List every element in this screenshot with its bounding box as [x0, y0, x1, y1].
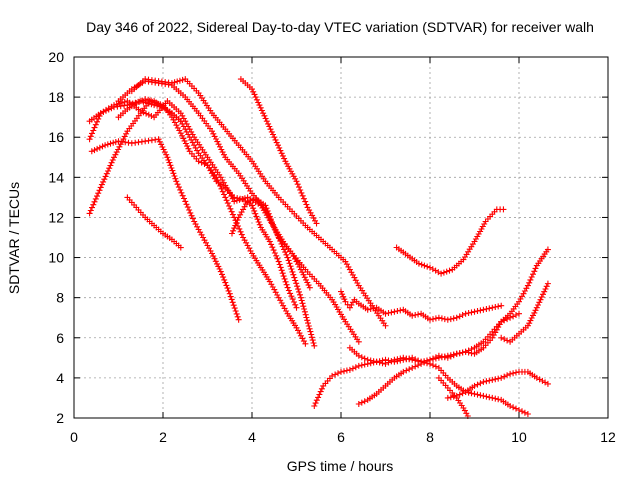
series-12-markers	[393, 206, 507, 277]
series-6-markers	[124, 194, 184, 251]
y-tick-label: 2	[56, 410, 64, 426]
series-9	[237, 76, 320, 227]
series-17	[498, 280, 551, 345]
series-15-markers	[346, 344, 531, 417]
x-tick-label: 6	[337, 429, 345, 445]
series-10-markers	[229, 196, 313, 291]
axis-ticks	[73, 56, 609, 419]
series-6	[124, 194, 184, 251]
y-tick-label: 12	[48, 209, 64, 225]
series-16-markers	[444, 368, 551, 401]
x-tick-label: 2	[159, 429, 167, 445]
data-marks	[86, 76, 551, 419]
series-7-markers	[115, 78, 362, 345]
y-tick-label: 4	[56, 370, 64, 386]
y-tick-labels: 2 4 6 8 10 12 14 16 18 20	[48, 49, 64, 426]
y-tick-label: 6	[56, 330, 64, 346]
y-tick-label: 20	[48, 49, 64, 65]
series-14	[355, 246, 551, 407]
series-11	[338, 288, 505, 323]
series-18-markers	[435, 374, 471, 419]
series-13-markers	[311, 310, 522, 409]
x-tick-label: 0	[70, 429, 78, 445]
y-tick-label: 18	[48, 89, 64, 105]
y-tick-label: 14	[48, 169, 64, 185]
series-2	[86, 98, 318, 349]
y-tick-label: 10	[48, 250, 64, 266]
series-11-markers	[338, 288, 505, 323]
x-tick-label: 4	[248, 429, 256, 445]
series-4	[86, 98, 309, 347]
series-2-markers	[86, 98, 318, 349]
series-9-markers	[237, 76, 320, 227]
series-17-markers	[498, 280, 551, 345]
series-13	[311, 310, 522, 409]
series-5-markers	[115, 96, 184, 125]
x-tick-label: 8	[426, 429, 434, 445]
series-8-markers	[128, 76, 389, 329]
series-8	[128, 76, 389, 329]
series-7	[115, 78, 362, 345]
x-tick-labels: 0 2 4 6 8 10 12	[70, 429, 616, 445]
x-axis-label: GPS time / hours	[287, 458, 394, 474]
grid-lines	[74, 57, 608, 418]
series-15	[346, 344, 531, 417]
y-axis-label: SDTVAR / TECUs	[6, 182, 22, 294]
y-tick-label: 8	[56, 290, 64, 306]
series-3-markers	[88, 136, 242, 323]
y-tick-label: 16	[48, 129, 64, 145]
series-4-markers	[86, 98, 309, 347]
series-5	[115, 96, 184, 125]
series-16	[444, 368, 551, 401]
series-14-markers	[355, 246, 551, 407]
chart-title: Day 346 of 2022, Sidereal Day-to-day VTE…	[86, 19, 594, 35]
x-tick-label: 12	[600, 429, 616, 445]
x-tick-label: 10	[511, 429, 527, 445]
series-12	[393, 206, 507, 277]
series-10	[229, 196, 313, 291]
series-18	[435, 374, 471, 419]
series-3	[88, 136, 242, 323]
